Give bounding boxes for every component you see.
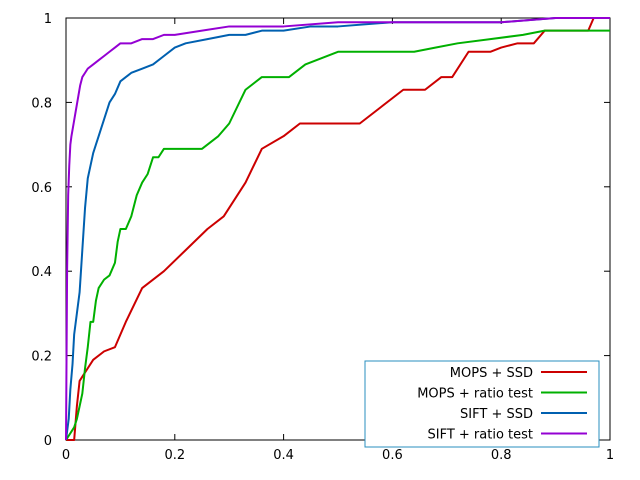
y-tick-label: 0.2	[31, 350, 52, 365]
y-tick-label: 0.6	[31, 181, 52, 196]
x-tick-label: 0.2	[164, 448, 185, 463]
series-lines	[65, 17, 610, 441]
x-tick-label: 1	[606, 448, 614, 463]
x-tick-label: 0.6	[382, 448, 403, 463]
series-line-sift-ssd	[65, 17, 610, 441]
plot-frame	[65, 17, 611, 441]
y-tick-label: 0	[44, 434, 52, 449]
axis-ticks: 0 0.2 0.4 0.6 0.8 1 0 0.2 0.4 0.6 0.8 1	[31, 12, 614, 463]
legend-entry-label: SIFT + SSD	[460, 407, 533, 422]
x-tick-label: 0.4	[273, 448, 294, 463]
series-line-mops-ratio-test	[65, 29, 610, 441]
legend: MOPS + SSD MOPS + ratio test SIFT + SSD SIF…	[364, 360, 600, 448]
legend-entry-label: MOPS + ratio test	[417, 387, 533, 402]
series-line-sift-ratio-test	[65, 17, 610, 441]
x-tick-label: 0.8	[491, 448, 512, 463]
series-line-mops-ssd	[66, 17, 610, 441]
legend-entry-label: MOPS + SSD	[450, 366, 533, 381]
legend-entry-label: SIFT + ratio test	[427, 428, 533, 443]
plot-border	[65, 17, 611, 441]
y-tick-label: 0.4	[31, 265, 52, 280]
y-tick-label: 0.8	[31, 96, 52, 111]
x-tick-label: 0	[62, 448, 70, 463]
y-tick-label: 1	[44, 12, 52, 27]
